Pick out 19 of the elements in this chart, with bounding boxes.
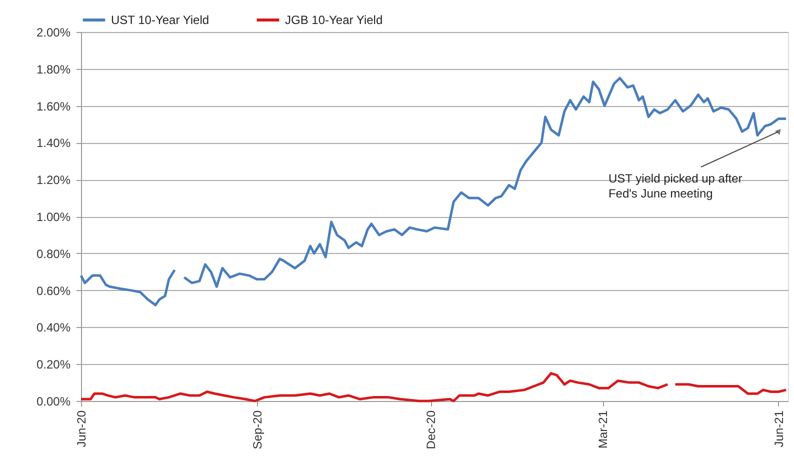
- y-tick-label: 1.20%: [36, 173, 71, 188]
- x-tick-label: Sep-20: [250, 410, 264, 450]
- y-tick-label: 0.80%: [36, 246, 71, 261]
- legend-label: JGB 10-Year Yield: [285, 13, 383, 27]
- y-tick-label: 0.60%: [36, 284, 71, 298]
- x-tick-label: Jun-21: [772, 410, 786, 448]
- x-tick-label: Jun-20: [74, 410, 88, 448]
- y-tick-label: 0.40%: [36, 320, 71, 335]
- y-tick-label: 0.20%: [36, 358, 71, 372]
- x-tick-label: Mar-21: [596, 410, 610, 449]
- annotation: UST yield picked up after Fed's June meeting: [608, 172, 742, 201]
- y-tick-label: 1.80%: [36, 62, 71, 76]
- y-tick-label: 0.00%: [36, 394, 71, 408]
- y-tick-label: 1.60%: [36, 99, 71, 114]
- y-tick-label: 2.00%: [36, 26, 71, 40]
- y-tick-label: 1.00%: [36, 210, 71, 224]
- y-tick-label: 1.40%: [36, 136, 71, 150]
- legend-label: UST 10-Year Yield: [111, 13, 210, 27]
- x-tick-label: Dec-20: [424, 410, 438, 450]
